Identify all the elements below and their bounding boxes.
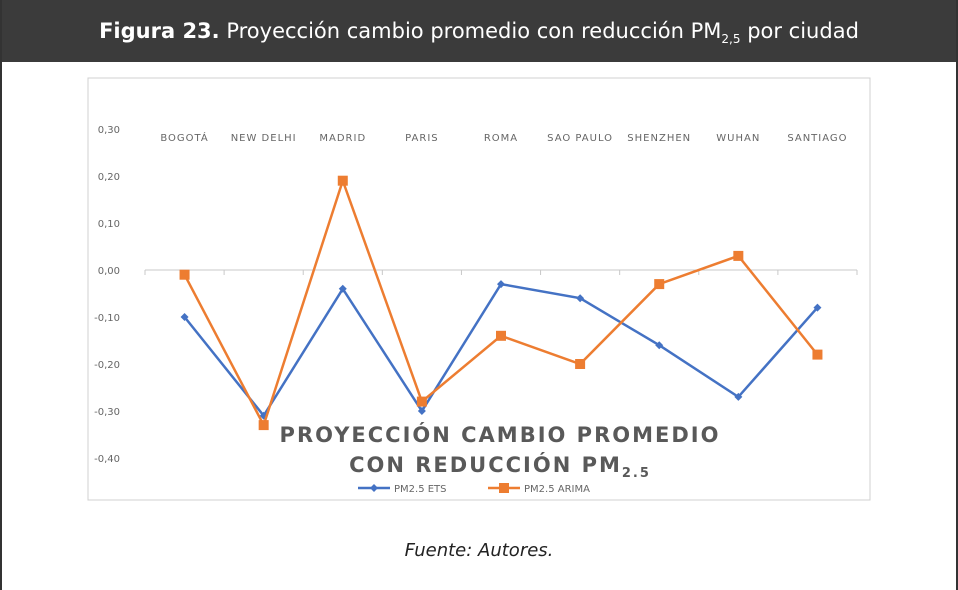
data-point bbox=[338, 284, 347, 293]
data-point bbox=[417, 407, 426, 415]
figure-caption: Proyección cambio promedio con reducción… bbox=[226, 19, 722, 43]
y-tick-label: 0,00 bbox=[98, 266, 120, 277]
x-tick-label: PARIS bbox=[405, 133, 438, 144]
figure-caption-subscript: 2,5 bbox=[721, 32, 741, 47]
chart-area bbox=[87, 77, 871, 501]
x-tick-label: BOGOTÁ bbox=[160, 131, 208, 144]
data-point bbox=[496, 330, 506, 341]
y-tick-label: 0,10 bbox=[98, 219, 120, 230]
y-tick-label: -0,40 bbox=[94, 454, 120, 465]
x-tick-label: WUHAN bbox=[716, 133, 760, 144]
y-tick-label: -0,10 bbox=[94, 313, 120, 324]
data-point bbox=[575, 359, 586, 369]
data-point bbox=[180, 313, 189, 321]
legend-marker bbox=[370, 484, 378, 492]
data-point bbox=[734, 392, 743, 401]
y-tick-label: -0,30 bbox=[94, 407, 120, 418]
data-point bbox=[337, 175, 348, 186]
data-point bbox=[654, 279, 665, 290]
chart-title-line: CON REDUCCIÓN PM bbox=[349, 452, 622, 477]
figure-source: Fuente: Autores. bbox=[404, 540, 554, 561]
y-tick-label: 0,20 bbox=[98, 172, 120, 183]
chart-title: CON REDUCCIÓN PM2.5 bbox=[349, 452, 651, 481]
figure-label: Figura 23. bbox=[99, 19, 220, 43]
data-point bbox=[733, 250, 744, 261]
data-point bbox=[416, 396, 427, 407]
data-point bbox=[497, 280, 505, 289]
y-tick-label: -0,20 bbox=[94, 360, 120, 371]
x-tick-label: SHENZHEN bbox=[627, 133, 691, 144]
data-point bbox=[179, 269, 190, 280]
y-tick-label: 0,30 bbox=[98, 125, 120, 136]
x-tick-label: MADRID bbox=[319, 133, 366, 144]
legend-label: PM2.5 ARIMA bbox=[524, 484, 590, 495]
data-point bbox=[258, 420, 269, 431]
legend-label: PM2.5 ETS bbox=[394, 484, 447, 495]
data-point bbox=[576, 294, 585, 303]
data-point bbox=[655, 341, 664, 350]
data-point bbox=[812, 349, 823, 360]
chart-title: PROYECCIÓN CAMBIO PROMEDIO bbox=[280, 422, 721, 447]
legend-marker bbox=[499, 483, 509, 493]
x-tick-label: ROMA bbox=[484, 133, 518, 144]
x-tick-label: NEW DELHI bbox=[231, 133, 297, 144]
x-tick-label: SAO PAULO bbox=[547, 133, 613, 144]
figure-header: Figura 23. Proyección cambio promedio co… bbox=[2, 0, 956, 62]
x-tick-label: SANTIAGO bbox=[787, 133, 847, 144]
chart-title-subscript: 2.5 bbox=[622, 466, 651, 481]
data-point bbox=[813, 303, 822, 312]
figure-caption-end: por ciudad bbox=[747, 19, 859, 43]
